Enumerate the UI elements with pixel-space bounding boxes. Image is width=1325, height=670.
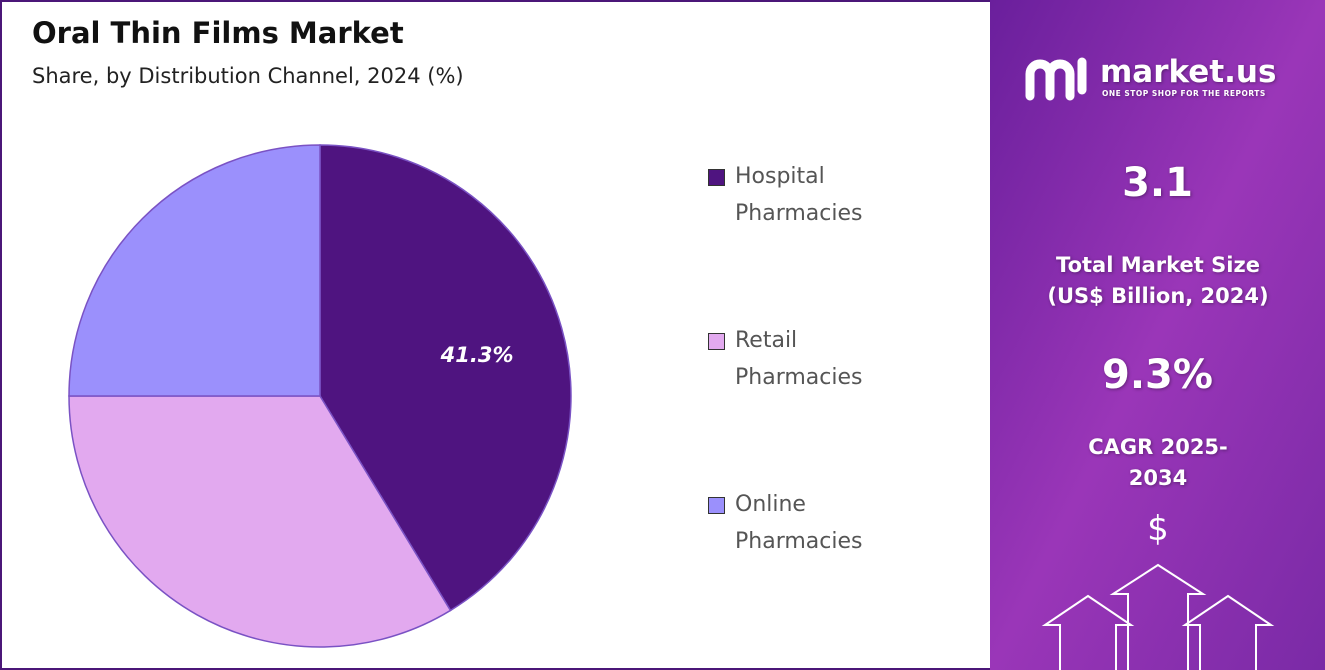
legend-item: Hospital Pharmacies [708, 163, 898, 232]
chart-subtitle: Share, by Distribution Channel, 2024 (%) [32, 64, 464, 88]
market-size: 3.1 [1122, 160, 1193, 206]
legend-label: Retail Pharmacies [735, 328, 863, 390]
logo-tagline: ONE STOP SHOP FOR THE REPORTS [1102, 89, 1266, 98]
market-size-label: Total Market Size (US$ Billion, 2024) [1047, 253, 1269, 308]
value-label: 41.3% [440, 343, 514, 367]
cagr: 9.3% [1102, 352, 1213, 398]
chart-title: Oral Thin Films Market [32, 16, 404, 50]
cagr-label: CAGR 2025-2034 [1088, 435, 1228, 490]
side-panel [990, 0, 1325, 670]
legend-swatch [708, 333, 725, 350]
legend-label: Hospital Pharmacies [735, 164, 863, 226]
pie-slice [68, 144, 321, 397]
logo-name: market.us [1100, 54, 1277, 90]
pie-slice [68, 395, 452, 648]
legend-swatch [708, 497, 725, 514]
logo-icon [1025, 57, 1087, 101]
pie-slice [319, 144, 572, 612]
legend-item: Retail Pharmacies [708, 327, 898, 396]
dollar-icon: $ [1147, 509, 1169, 549]
legend-item: Online Pharmacies [708, 491, 898, 560]
legend-swatch [708, 169, 725, 186]
legend-label: Online Pharmacies [735, 492, 863, 554]
arrows [1041, 563, 1275, 670]
